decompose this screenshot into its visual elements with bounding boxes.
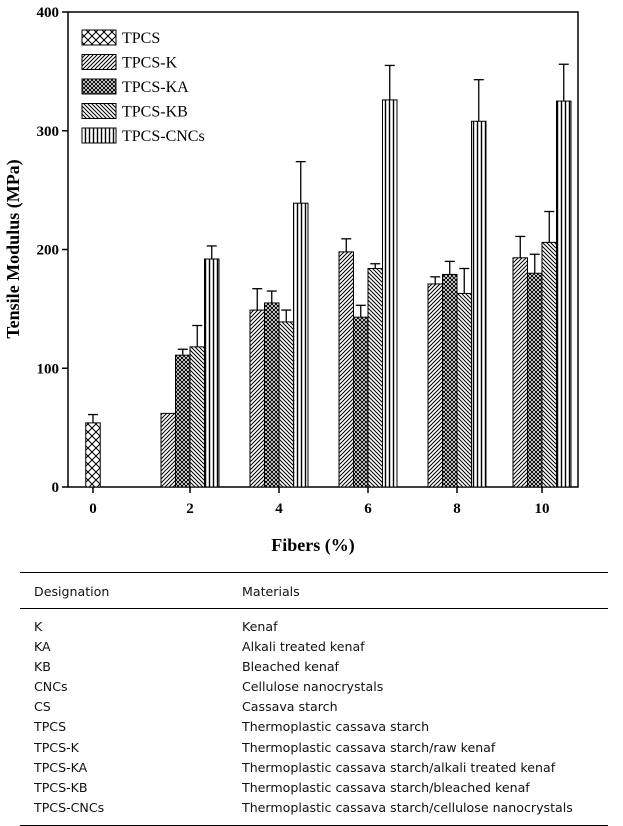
legend-swatch [81,29,117,46]
bar [527,272,543,488]
cell-designation: TPCS-K [34,739,79,755]
x-tick-label: 4 [275,501,283,517]
table-row: TPCS Thermoplastic cassava starch [20,717,608,737]
table-body: K Kenaf KA Alkali treated kenaf KB Bleached k… [20,609,608,826]
bar [541,241,557,488]
legend-label: TPCS [122,30,160,47]
cell-material: Cassava starch [242,699,338,715]
table-row: CNCs Cellulose nanocrystals [20,677,608,697]
table-header-designation: Designation [20,572,242,609]
x-tick-label: 2 [186,501,194,517]
table-row: TPCS-CNCs Thermoplastic cassava starch/ce… [20,798,608,826]
cell-designation: TPCS-KB [34,779,88,795]
x-axis-title: Fibers (%) [271,535,354,556]
cell-material: Thermoplastic cassava starch/cellulose n… [242,799,573,815]
cell-material: Alkali treated kenaf [242,639,365,655]
bar [278,321,294,488]
legend-swatch [81,54,117,70]
bar [293,202,309,488]
plot-area: 0 100 200 300 400 0 2 4 6 8 10 [37,5,579,517]
designation-table-container: Designation Materials K Kenaf KA Alkali tre… [20,572,608,826]
x-tick-label: 8 [453,501,461,517]
table-row: KA Alkali treated kenaf [20,637,608,657]
table-row: TPCS-K Thermoplastic cassava starch/raw k… [20,737,608,757]
cell-designation: CNCs [34,679,68,695]
bar [512,257,528,488]
bar [85,422,101,488]
bar [556,100,572,488]
cell-material: Cellulose nanocrystals [242,679,384,695]
bar [471,120,487,488]
bar [160,412,176,488]
bar [189,346,205,488]
cell-material: Thermoplastic cassava starch [242,719,430,735]
y-tick-label: 400 [37,5,60,21]
cell-designation: TPCS-CNCs [34,799,105,815]
bar [204,258,220,488]
table-row: K Kenaf [20,609,608,638]
table-header-materials: Materials [242,572,608,609]
legend-swatch [81,103,117,119]
table-row: CS Cassava starch [20,697,608,717]
legend-swatch [81,127,117,144]
y-axis-title: Tensile Modulus (MPa) [3,159,24,338]
bar [382,99,398,488]
legend-label: TPCS-KA [122,79,189,96]
y-tick-label: 100 [37,361,60,377]
y-tick-label: 300 [37,124,60,140]
cell-designation: TPCS-KA [34,759,88,775]
cell-designation: K [34,619,43,634]
legend-label: TPCS-CNCs [122,128,205,145]
cell-material: Bleached kenaf [242,659,339,675]
bar [175,354,191,488]
cell-designation: CS [34,699,51,715]
cell-designation: KB [34,659,51,675]
bar [249,309,265,488]
bar [367,268,383,488]
cell-material: Thermoplastic cassava starch/bleached ke… [242,779,530,795]
bar [442,273,458,488]
table-header-row: Designation Materials [20,572,608,609]
bar [264,302,280,488]
cell-material: Thermoplastic cassava starch/alkali trea… [242,759,556,775]
bar [338,251,354,488]
x-tick-label: 10 [535,501,550,517]
y-tick-label: 0 [52,480,60,496]
table-row: KB Bleached kenaf [20,657,608,677]
x-tick-label: 0 [89,501,97,517]
y-tick-label: 200 [37,243,60,259]
designation-table: Designation Materials K Kenaf KA Alkali tre… [20,572,608,826]
cell-material: Kenaf [242,619,278,634]
legend-label: TPCS-K [122,55,178,72]
cell-designation: KA [34,639,51,655]
table-row: TPCS-KB Thermoplastic cassava starch/blea… [20,778,608,798]
bar [353,316,369,488]
cell-designation: TPCS [34,719,67,735]
bar [456,292,472,488]
legend: TPCS TPCS-K TPCS-KA TPCS-KB TPCS-CNCs [81,29,205,145]
legend-swatch [81,78,117,95]
bar [427,283,443,488]
cell-material: Thermoplastic cassava starch/raw kenaf [242,739,496,755]
table-row: TPCS-KA Thermoplastic cassava starch/alka… [20,758,608,778]
legend-label: TPCS-KB [122,104,188,121]
x-tick-label: 6 [364,501,372,517]
